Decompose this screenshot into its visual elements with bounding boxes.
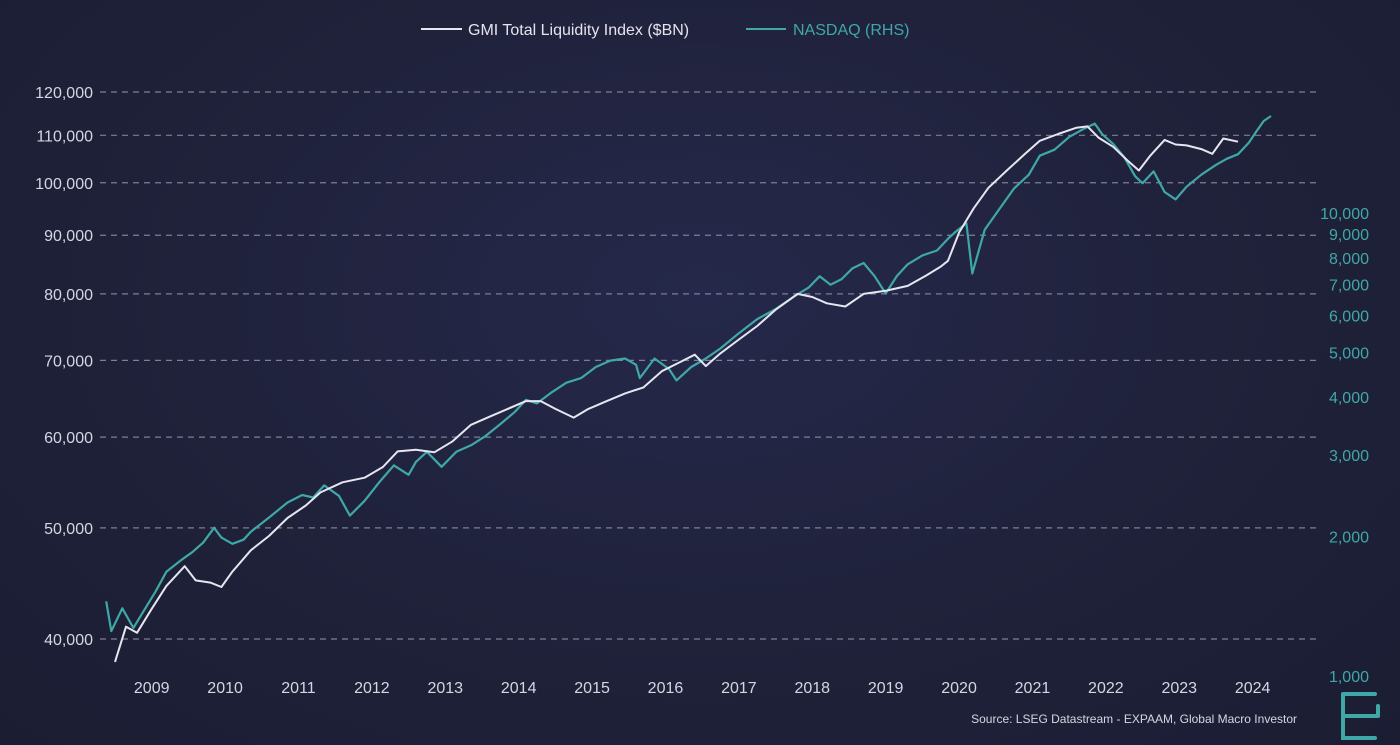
right-tick-label: 2,000 — [1329, 530, 1369, 547]
right-axis-ticks: 1,000 2,000 3,000 4,000 5,000 6,000 7,000 8,000… — [1320, 206, 1369, 686]
x-tick-label: 2011 — [281, 680, 316, 697]
right-tick-label: 8,000 — [1329, 251, 1369, 268]
left-tick-label: 50,000 — [44, 521, 93, 538]
left-tick-label: 90,000 — [44, 228, 93, 245]
x-tick-label: 2013 — [427, 680, 463, 697]
right-tick-label: 10,000 — [1320, 206, 1369, 223]
x-tick-label: 2022 — [1088, 680, 1124, 697]
series-line-nasdaq — [105, 115, 1272, 633]
x-tick-label: 2014 — [501, 680, 537, 697]
right-tick-label: 1,000 — [1329, 669, 1369, 686]
x-tick-label: 2009 — [134, 680, 170, 697]
source-note: Source: LSEG Datastream - EXPAAM, Global… — [971, 712, 1297, 726]
right-tick-label: 3,000 — [1329, 448, 1369, 465]
grid-lines — [100, 91, 1318, 640]
legend-label-nasdaq: NASDAQ (RHS) — [793, 22, 909, 39]
left-axis-ticks: 40,000 50,000 60,000 70,000 80,000 90,000 100,… — [35, 85, 93, 649]
right-tick-label: 7,000 — [1329, 278, 1369, 295]
x-tick-label: 2019 — [868, 680, 904, 697]
logo-icon — [1341, 692, 1380, 740]
x-tick-label: 2021 — [1015, 680, 1051, 697]
x-axis-ticks: 2009 2010 2011 2012 2013 2014 2015 2016 2017 2018… — [134, 680, 1271, 697]
x-tick-label: 2012 — [354, 680, 390, 697]
legend: GMI Total Liquidity Index ($BN) NASDAQ (… — [421, 22, 909, 39]
left-tick-label: 100,000 — [35, 176, 93, 193]
left-tick-label: 120,000 — [35, 85, 93, 102]
x-tick-label: 2018 — [794, 680, 830, 697]
x-tick-label: 2010 — [207, 680, 243, 697]
x-tick-label: 2024 — [1235, 680, 1271, 697]
right-tick-label: 6,000 — [1329, 309, 1369, 326]
legend-label-liquidity: GMI Total Liquidity Index ($BN) — [468, 22, 689, 39]
left-tick-label: 80,000 — [44, 287, 93, 304]
right-tick-label: 9,000 — [1329, 227, 1369, 244]
x-tick-label: 2020 — [941, 680, 977, 697]
right-tick-label: 5,000 — [1329, 345, 1369, 362]
left-tick-label: 60,000 — [44, 430, 93, 447]
x-tick-label: 2017 — [721, 680, 757, 697]
left-tick-label: 110,000 — [36, 128, 93, 145]
series-line-liquidity — [114, 125, 1239, 663]
right-tick-label: 4,000 — [1329, 390, 1369, 407]
left-tick-label: 40,000 — [44, 632, 93, 649]
x-tick-label: 2015 — [574, 680, 610, 697]
x-tick-label: 2023 — [1161, 680, 1197, 697]
left-tick-label: 70,000 — [44, 353, 93, 370]
x-tick-label: 2016 — [648, 680, 684, 697]
series-layer — [105, 115, 1272, 663]
